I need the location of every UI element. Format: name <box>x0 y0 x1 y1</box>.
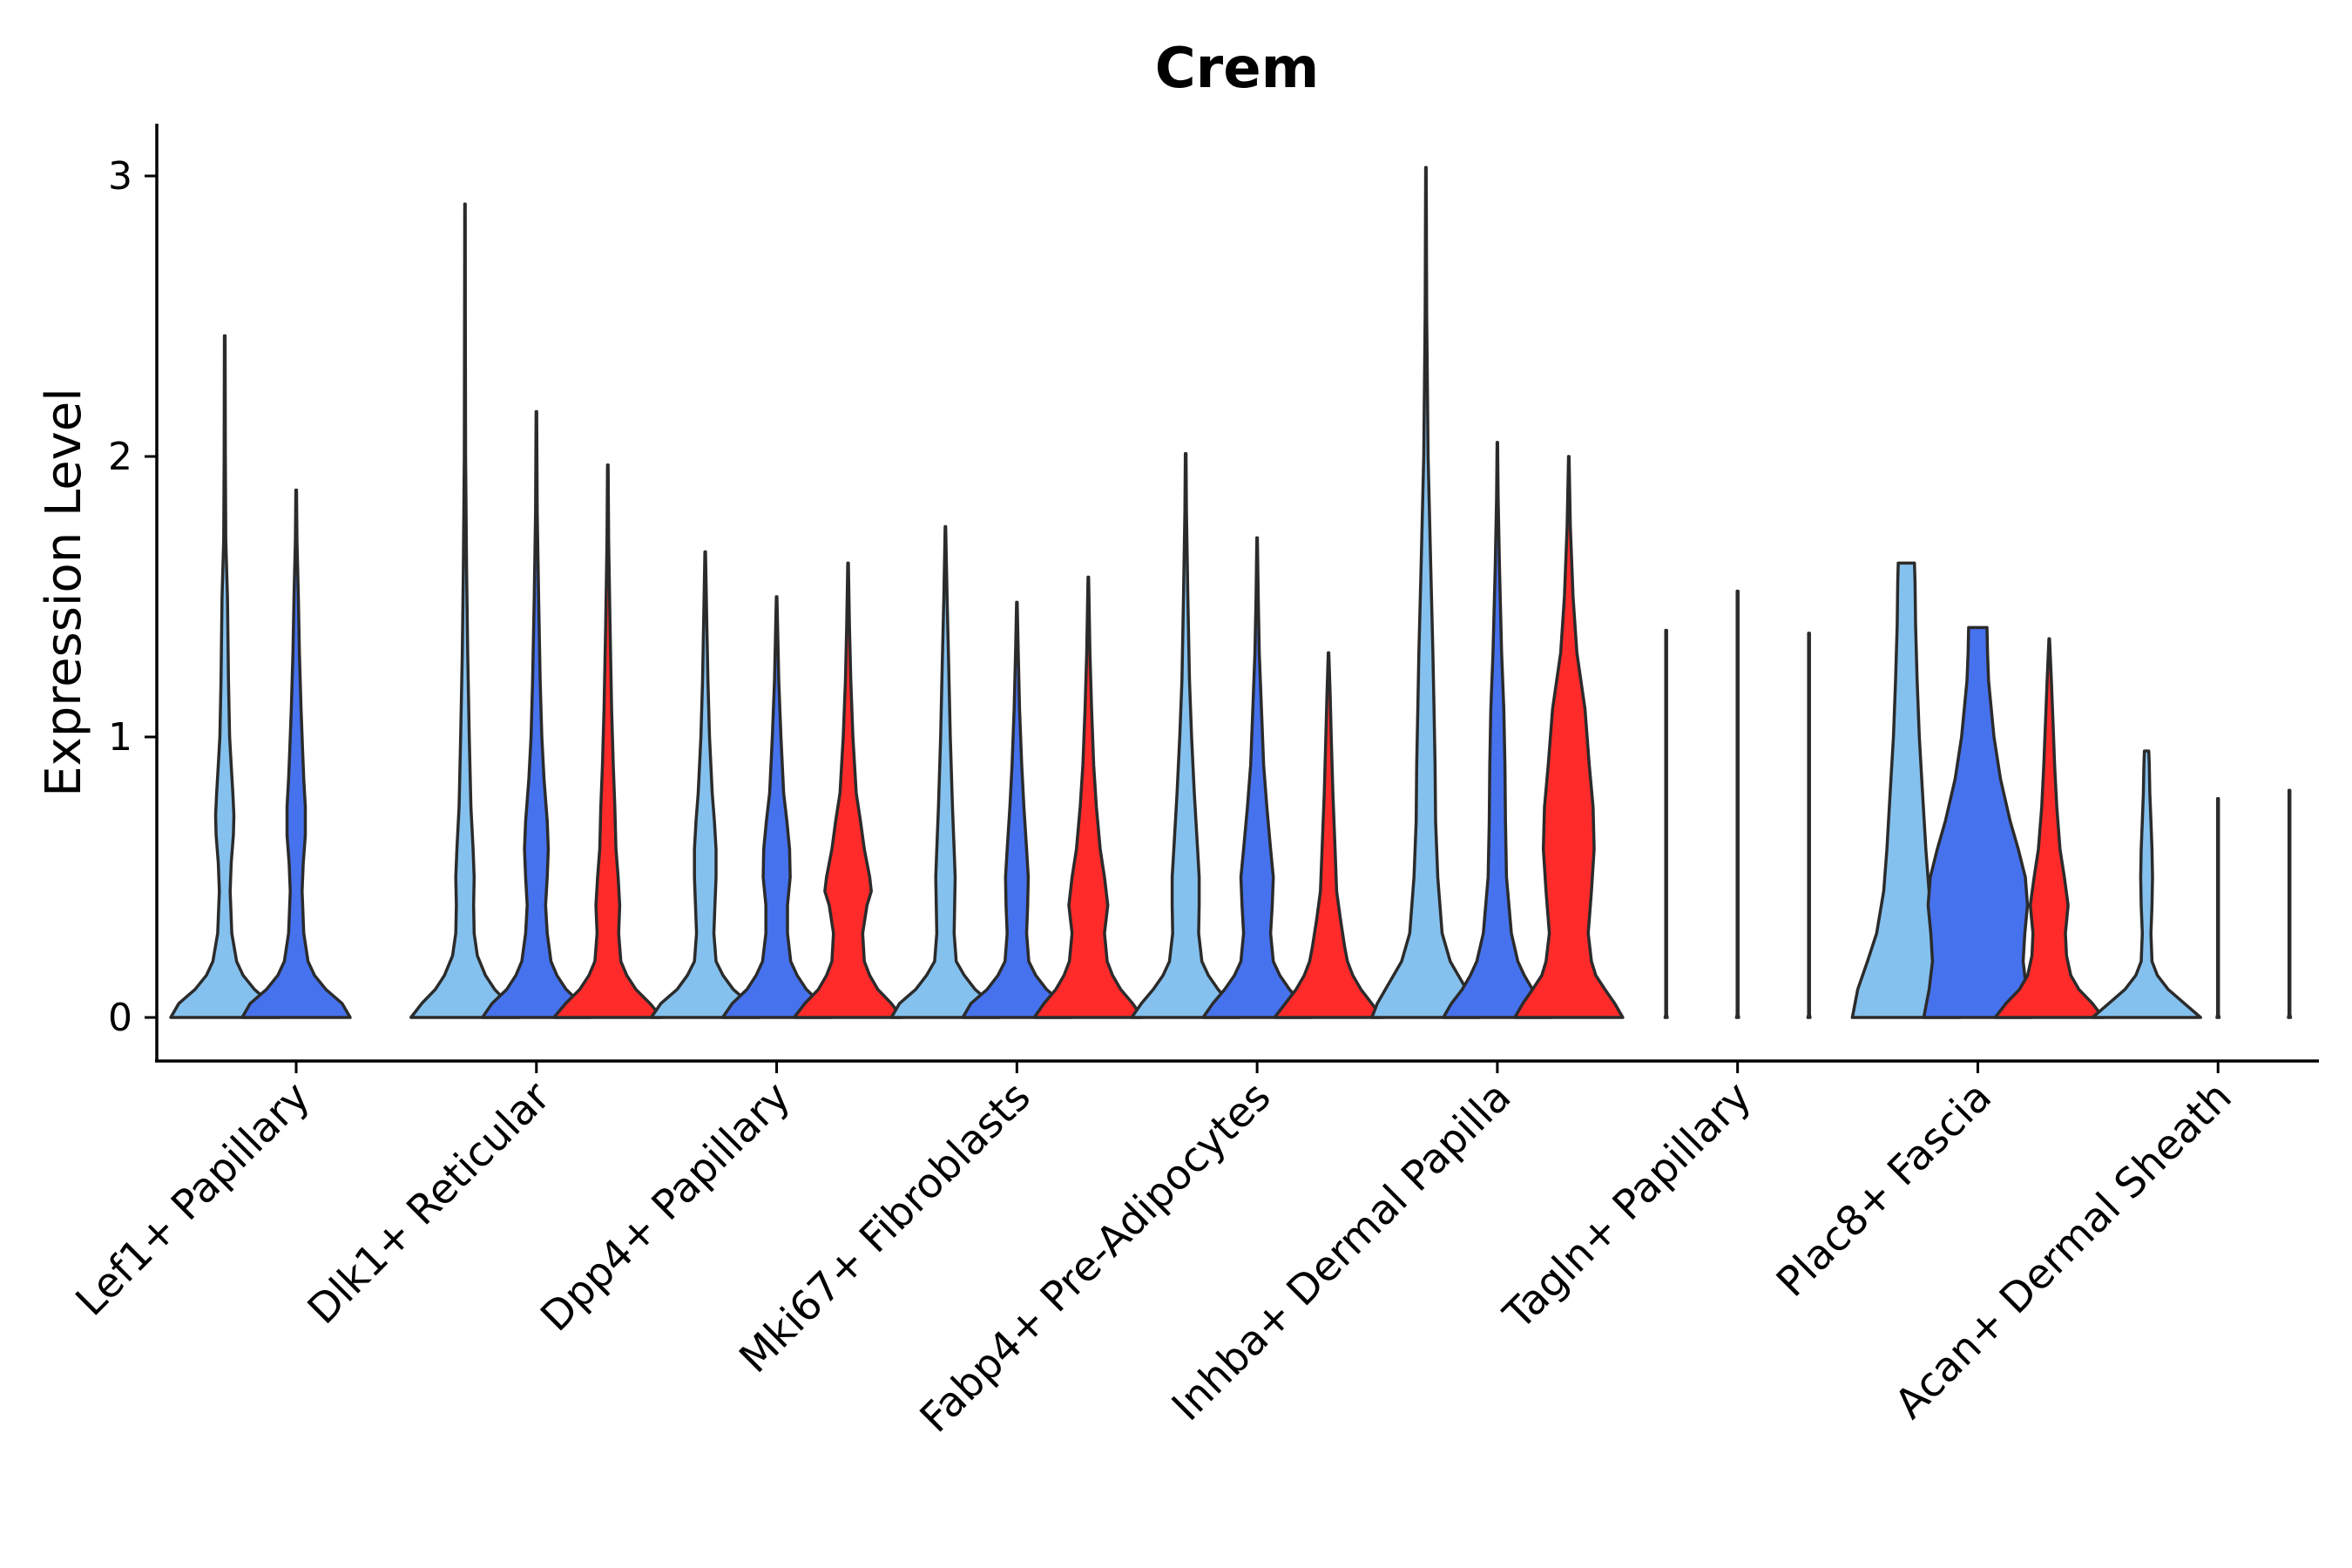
violin-6-1 <box>1734 589 1740 1019</box>
violin-7-2 <box>1993 637 2105 1019</box>
x-tick-label: Tagln+ Papillary <box>1494 1073 1761 1340</box>
x-tick-label: Plac8+ Fascia <box>1767 1073 2001 1307</box>
violin-3-1 <box>961 600 1073 1019</box>
violin-6-2 <box>1806 632 1812 1019</box>
x-tick-label: Lef1+ Papillary <box>67 1073 320 1326</box>
violin-5-1 <box>1442 441 1553 1019</box>
y-tick-label: 2 <box>108 435 132 479</box>
violin-3-0 <box>889 524 1002 1019</box>
violin-2-0 <box>649 550 761 1019</box>
violin-5-2 <box>1513 455 1625 1019</box>
violin-8-0 <box>2091 749 2202 1019</box>
violin-3-2 <box>1032 575 1145 1019</box>
y-tick-label: 1 <box>108 715 132 760</box>
y-axis-label: Expression Level <box>36 388 92 797</box>
violin-1-1 <box>481 409 592 1019</box>
chart-title: Crem <box>1155 37 1320 101</box>
x-tick-label: Dpp4+ Papillary <box>531 1073 800 1342</box>
violin-8-2 <box>2287 788 2293 1019</box>
violin-1-2 <box>552 463 664 1019</box>
violin-0-0 <box>169 334 280 1019</box>
violin-layer <box>169 166 2293 1019</box>
y-axis-ticks: 0 1 2 3 <box>108 154 157 1040</box>
violin-7-1 <box>1922 625 2034 1019</box>
violin-2-2 <box>792 561 904 1019</box>
violin-4-0 <box>1130 452 1241 1019</box>
violin-8-1 <box>2215 797 2221 1019</box>
y-tick-label: 3 <box>108 154 132 199</box>
violin-6-0 <box>1663 628 1669 1019</box>
violin-5-0 <box>1370 166 1482 1019</box>
violin-1-0 <box>409 202 521 1019</box>
violin-0-1 <box>240 488 352 1019</box>
violin-4-1 <box>1201 536 1313 1019</box>
violin-2-1 <box>720 595 833 1019</box>
y-tick-label: 0 <box>108 996 132 1040</box>
violin-4-2 <box>1273 651 1384 1019</box>
x-tick-label: Dlk1+ Reticular <box>299 1072 560 1334</box>
